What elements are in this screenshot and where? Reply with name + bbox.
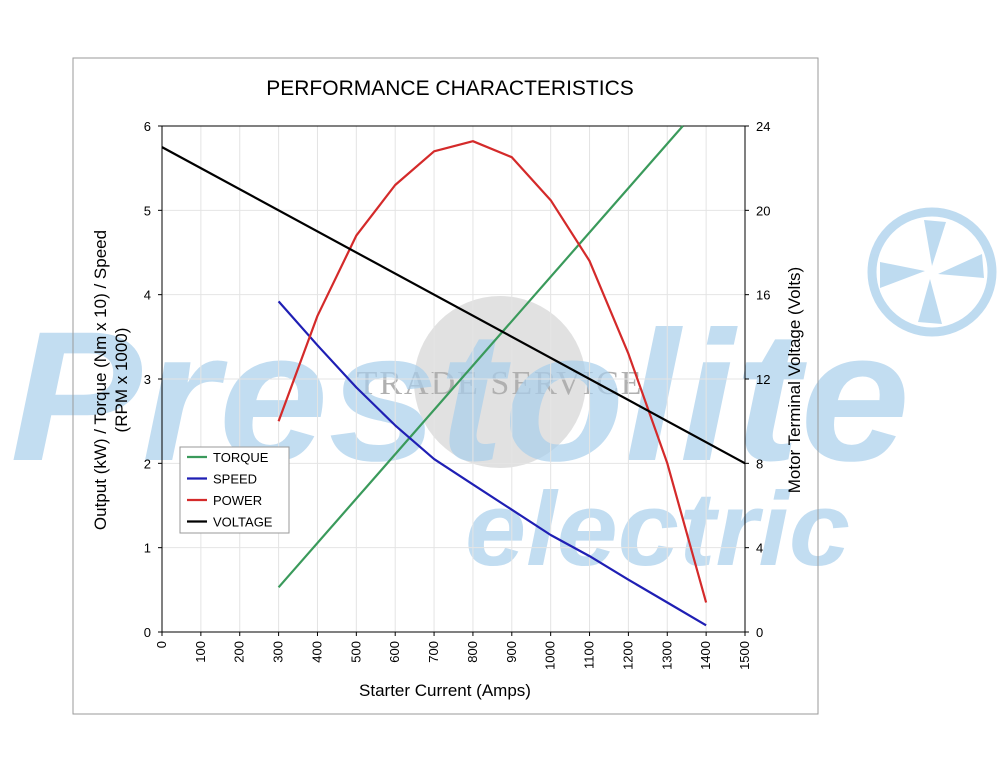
watermark-sub: electric — [465, 471, 850, 588]
fan-logo-icon — [867, 207, 997, 337]
y-left-tick-label: 0 — [144, 625, 151, 640]
watermark-layer: TRADE SERVICE Prestolite electric — [10, 207, 997, 588]
legend-label-torque: TORQUE — [213, 450, 269, 465]
y-right-tick-label: 4 — [756, 541, 763, 556]
x-tick-label: 0 — [154, 641, 169, 648]
legend-box — [179, 446, 290, 534]
y-axis-left-label-line2: (RPM x 1000) — [112, 328, 131, 433]
series-layer — [161, 125, 746, 627]
chart-legend: TORQUE SPEED POWER VOLTAGE — [179, 446, 290, 534]
series-line-voltage — [161, 146, 746, 465]
axis-layer: 0 100 200 300 400 500 600 700 800 900 1000 1100 1200… — [144, 119, 771, 670]
x-tick-label: 1400 — [698, 641, 713, 670]
x-tick-label: 700 — [426, 641, 441, 663]
x-tick-label: 1100 — [582, 641, 597, 669]
y-left-tick-label: 2 — [144, 456, 151, 471]
legend-label-power: POWER — [213, 493, 262, 508]
x-tick-label: 1000 — [543, 641, 558, 670]
x-tick-label: 300 — [271, 641, 286, 663]
y-right-tick-label: 12 — [756, 372, 770, 387]
y-left-tick-label: 4 — [144, 288, 151, 303]
chart-title: PERFORMANCE CHARACTERISTICS — [266, 77, 634, 100]
y-left-tick-label: 3 — [144, 372, 151, 387]
x-tick-label: 1200 — [620, 641, 635, 670]
y-right-tick-label: 24 — [756, 119, 770, 134]
y-axis-left-label-line1: Output (kW) / Torque (Nm x 10) / Speed — [91, 230, 110, 530]
x-tick-label: 900 — [504, 641, 519, 663]
y-right-tick-label: 20 — [756, 203, 770, 218]
x-tick-label: 1500 — [737, 641, 752, 670]
x-tick-label: 100 — [193, 641, 208, 663]
x-tick-label: 800 — [465, 641, 480, 663]
series-line-torque — [277, 125, 684, 589]
plot-border — [161, 125, 746, 633]
y-right-tick-label: 8 — [756, 456, 763, 471]
x-tick-label: 500 — [348, 641, 363, 663]
legend-label-speed: SPEED — [213, 472, 257, 487]
y-right-tick-label: 16 — [756, 288, 770, 303]
x-tick-label: 600 — [387, 641, 402, 663]
legend-label-voltage: VOLTAGE — [213, 515, 273, 530]
stamp-text: TRADE SERVICE — [357, 365, 644, 402]
y-axis-right-label: Motor Terminal Voltage (Volts) — [785, 267, 804, 493]
x-tick-label: 400 — [309, 641, 324, 663]
y-left-tick-label: 6 — [144, 119, 151, 134]
watermark-brand: Prestolite — [10, 294, 910, 500]
x-tick-label: 1300 — [659, 641, 674, 670]
y-left-tick-label: 5 — [144, 203, 151, 218]
x-axis-label: Starter Current (Amps) — [359, 681, 531, 700]
y-right-tick-label: 0 — [756, 625, 763, 640]
y-left-tick-label: 1 — [144, 541, 151, 556]
chart-frame — [72, 57, 819, 715]
stamp-circle: TRADE SERVICE — [357, 296, 644, 468]
series-line-speed — [277, 300, 707, 627]
x-tick-label: 200 — [232, 641, 247, 663]
